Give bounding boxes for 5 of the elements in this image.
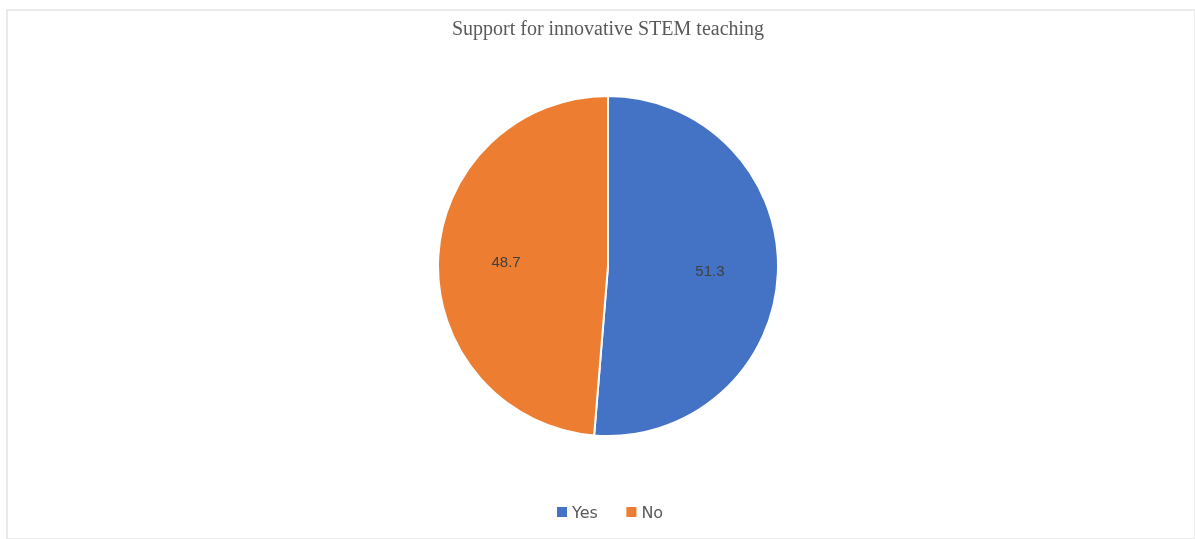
data-label: 48.7 (491, 253, 521, 271)
legend-label: No (641, 502, 664, 522)
data-label: 51.3 (695, 261, 725, 279)
chart-title: Support for innovative STEM teaching (451, 17, 765, 40)
legend-label: Yes (571, 502, 598, 522)
